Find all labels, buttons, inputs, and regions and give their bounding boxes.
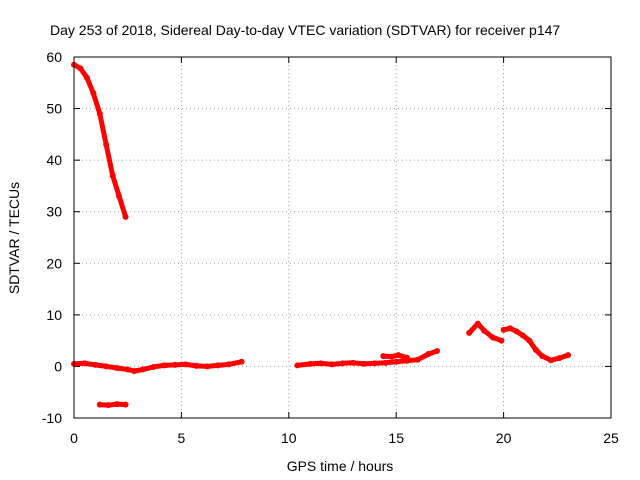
data-point — [204, 363, 211, 370]
y-tick-label: 40 — [46, 152, 62, 168]
data-point — [556, 355, 563, 362]
series-layer — [71, 61, 572, 409]
y-tick-label: 60 — [46, 49, 62, 65]
data-point — [116, 193, 123, 200]
data-point — [96, 110, 103, 117]
data-point — [371, 360, 378, 367]
data-point — [131, 368, 138, 375]
y-tick-label: -10 — [42, 410, 62, 426]
chart-title: Day 253 of 2018, Sidereal Day-to-day VTE… — [50, 22, 560, 38]
data-point — [81, 360, 88, 367]
data-point — [395, 352, 402, 359]
data-point — [103, 141, 110, 148]
data-point — [161, 362, 168, 369]
data-point — [360, 360, 367, 367]
data-series-arc-7 — [501, 325, 571, 363]
data-point — [105, 402, 112, 409]
data-point — [498, 337, 505, 344]
data-point — [565, 352, 572, 359]
data-point — [414, 356, 421, 363]
grid — [73, 56, 612, 419]
data-point — [294, 362, 301, 369]
y-tick-label: 0 — [54, 358, 62, 374]
data-point — [434, 347, 441, 354]
data-point — [500, 326, 507, 333]
data-point — [403, 354, 410, 361]
plot-frame — [73, 56, 612, 419]
data-point — [547, 357, 554, 364]
x-tick-label: 5 — [178, 430, 186, 446]
x-tick-label: 10 — [281, 430, 297, 446]
data-point — [339, 360, 346, 367]
data-point — [380, 353, 387, 360]
data-point — [318, 360, 325, 367]
data-point — [539, 353, 546, 360]
data-point — [238, 358, 245, 365]
data-point — [124, 366, 131, 373]
data-point — [425, 351, 432, 358]
data-point — [171, 361, 178, 368]
data-point — [532, 346, 539, 353]
data-point — [393, 358, 400, 365]
data-point — [150, 363, 157, 370]
data-point — [77, 65, 84, 72]
y-tick-label: 20 — [46, 255, 62, 271]
data-series-arc-3 — [97, 401, 129, 408]
data-point — [193, 362, 200, 369]
data-point — [113, 364, 120, 371]
x-axis-title: GPS time / hours — [287, 458, 394, 474]
data-point — [139, 366, 146, 373]
data-point — [466, 329, 473, 336]
data-point — [489, 334, 496, 341]
data-point — [92, 361, 99, 368]
data-point — [350, 359, 357, 366]
data-point — [513, 328, 520, 335]
data-point — [96, 401, 103, 408]
data-series-arc-5 — [380, 352, 410, 361]
data-point — [307, 360, 314, 367]
x-tick-label: 25 — [603, 430, 619, 446]
x-tick-label: 0 — [70, 430, 78, 446]
data-point — [113, 401, 120, 408]
data-point — [182, 361, 189, 368]
y-tick-label: 30 — [46, 204, 62, 220]
data-point — [519, 332, 526, 339]
data-point — [122, 401, 129, 408]
data-point — [122, 213, 129, 220]
y-axis-title: SDTVAR / TECUs — [6, 182, 22, 294]
x-tick-label: 15 — [388, 430, 404, 446]
data-point — [474, 320, 481, 327]
data-point — [388, 353, 395, 360]
data-point — [214, 362, 221, 369]
data-point — [481, 327, 488, 334]
x-tick-labels: 0 5 10 15 20 25 — [70, 430, 619, 446]
y-tick-label: 10 — [46, 307, 62, 323]
y-tick-label: 50 — [46, 101, 62, 117]
data-point — [526, 337, 533, 344]
data-point — [507, 325, 514, 332]
y-tick-labels: -10 0 10 20 30 40 50 60 — [42, 49, 62, 426]
data-point — [109, 172, 116, 179]
data-point — [382, 359, 389, 366]
data-point — [225, 361, 232, 368]
x-tick-label: 20 — [496, 430, 512, 446]
data-point — [328, 361, 335, 368]
data-point — [90, 90, 97, 97]
data-point — [103, 363, 110, 370]
data-point — [83, 74, 90, 81]
